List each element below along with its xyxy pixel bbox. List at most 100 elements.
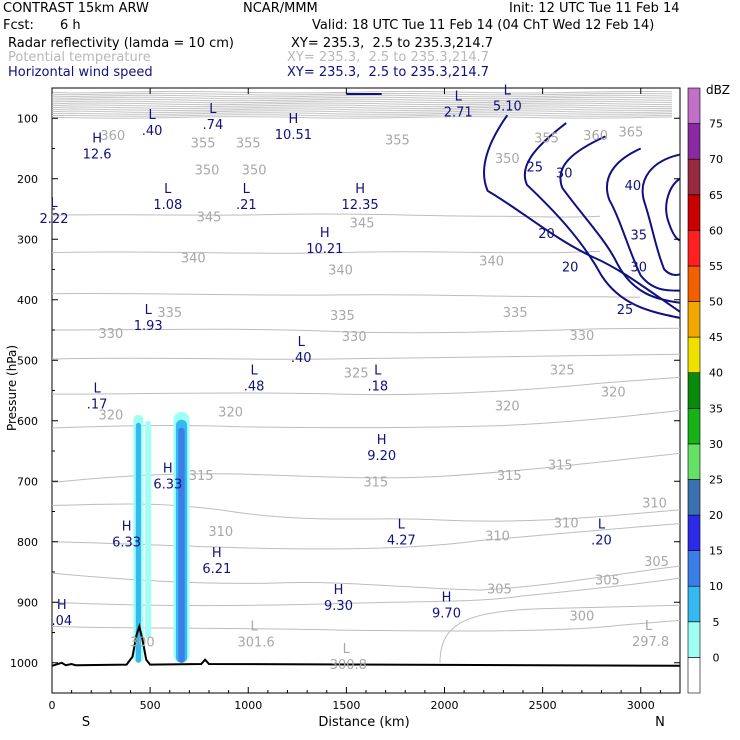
wind-extremum-value-15: .17	[87, 398, 108, 413]
theta-label-29: 315	[497, 469, 522, 484]
theta-label-5: 350	[242, 164, 267, 179]
theta-strat-contour-4	[51, 98, 673, 102]
wind-extremum-value-22: 9.30	[324, 599, 353, 614]
wind-label-0: 25	[527, 161, 544, 176]
wind-extremum-value-2: 10.51	[275, 128, 312, 143]
wind-extremum-kind-6: L	[164, 182, 172, 197]
field-reflectivity-name: Radar reflectivity (lamda = 10 cm)	[8, 36, 234, 51]
y-tick-label-8: 900	[17, 596, 38, 609]
wind-extremum-kind-15: L	[93, 382, 101, 397]
theta-cold-pool-contour	[439, 604, 681, 663]
colorbar-swatch-7	[687, 407, 701, 445]
theta-label-34: 310	[642, 496, 667, 511]
theta-label-21: 325	[344, 366, 369, 381]
theta-label-6: 350	[495, 152, 520, 167]
colorbar-level-12: 60	[709, 224, 723, 237]
colorbar-swatch-14	[687, 158, 701, 196]
wind-extremum-value-0: .40	[142, 124, 163, 139]
x-tick-label-1: 500	[140, 699, 161, 712]
theta-label-12: 340	[181, 251, 206, 266]
field-theta-xy: XY= 235.3, 2.5 to 235.3,214.7	[287, 50, 490, 65]
wind-extremum-value-13: .48	[244, 379, 265, 394]
wind-extremum-value-17: 6.33	[153, 478, 182, 493]
theta-contour-4	[51, 353, 681, 360]
contour-labels: 360 355 355 355 350 350 350 355 360 365 345 345 340 3…	[40, 83, 670, 673]
wind-contour-3	[605, 147, 681, 292]
wind-extremum-value-4: 5.10	[493, 99, 522, 114]
wind-label-2: 40	[625, 179, 642, 194]
theta-label-4: 350	[195, 164, 220, 179]
colorbar-level-6: 30	[709, 438, 723, 451]
theta-strat-contour-6	[51, 102, 673, 106]
wind-extremum-kind-19: L	[398, 518, 406, 533]
theta-label-17: 335	[503, 306, 528, 321]
theta-strat-contour-12	[51, 114, 673, 117]
wind-extremum-kind-12: L	[298, 335, 306, 350]
theta-label-2: 355	[236, 136, 261, 151]
theta-strat-contour-9	[51, 108, 673, 112]
wind-label-1: 30	[556, 167, 573, 182]
x-tick-label-6: 3000	[627, 699, 655, 712]
theta-label-38: 300	[569, 610, 594, 625]
theta-contour-5	[51, 376, 681, 396]
wind-extremum-value-24: .04	[51, 614, 72, 629]
theta-label-37: 305	[644, 555, 669, 570]
x-tick-label-5: 2500	[529, 699, 557, 712]
wind-extremum-kind-14: L	[374, 363, 382, 378]
wind-extremum-kind-16: H	[377, 433, 387, 448]
theta-label-27: 315	[189, 469, 214, 484]
theta-strat-contour-13	[51, 116, 673, 119]
theta-contour-7	[51, 452, 681, 483]
init-time: Init: 12 UTC Tue 11 Feb 14	[509, 1, 680, 16]
wind-label-6: 30	[631, 261, 648, 276]
colorbar-unit: dBZ	[706, 83, 730, 97]
colorbar-swatch-1	[687, 621, 701, 658]
colorbar-swatch-8	[687, 372, 701, 409]
theta-strat-contour-11	[51, 112, 673, 115]
theta-label-31: 310	[208, 525, 233, 540]
theta-label-39: 300	[130, 636, 155, 651]
echo-column-1-layer-0	[145, 420, 152, 639]
axes: 0 500 1000 1500 2000 2500 3000 100 200 300 400 500 6…	[10, 88, 680, 712]
theta-label-25: 320	[218, 406, 243, 421]
theta-extremum-kind-2: L	[645, 619, 653, 634]
fcst-value: 6 h	[60, 18, 81, 33]
colorbar-swatch-16	[687, 87, 701, 124]
colorbar-swatch-6	[687, 443, 701, 480]
wind-extremum-kind-10: H	[320, 226, 330, 241]
wind-extremum-kind-22: H	[334, 583, 344, 598]
wind-extremum-value-19: 4.27	[387, 534, 416, 549]
wind-speed-contours	[346, 93, 681, 319]
field-wind-name: Horizontal wind speed	[8, 65, 153, 80]
theta-label-14: 340	[479, 254, 504, 269]
wind-extremum-kind-3: L	[455, 89, 463, 104]
wind-extremum-value-5: 12.6	[83, 148, 112, 163]
colorbar-swatch-9	[687, 336, 701, 374]
theta-label-11: 345	[350, 216, 375, 231]
wind-extremum-kind-13: L	[250, 363, 258, 378]
wind-extremum-value-11: 1.93	[134, 319, 163, 334]
colorbar-level-5: 25	[709, 474, 723, 487]
wind-label-3: 20	[538, 227, 555, 242]
theta-strat-contour-7	[51, 104, 673, 108]
model-title: CONTRAST 15km ARW	[3, 1, 149, 16]
y-tick-label-1: 200	[17, 173, 38, 186]
theta-strat-contour-8	[51, 106, 673, 110]
theta-label-35: 305	[487, 582, 512, 597]
echo-column-2-layer-2	[178, 427, 185, 663]
theta-extremum-value-1: 300.8	[330, 658, 367, 673]
colorbar-level-8: 40	[709, 367, 723, 380]
wind-extremum-kind-24: H	[57, 598, 67, 613]
x-tick-label-2: 1000	[234, 699, 262, 712]
colorbar-level-2: 10	[709, 580, 723, 593]
wind-extremum-kind-9: L	[50, 196, 58, 211]
theta-contour-3	[51, 327, 681, 334]
wind-contour-2	[559, 135, 681, 304]
theta-label-16: 335	[330, 309, 355, 324]
colorbar-level-4: 20	[709, 509, 723, 522]
wind-extremum-value-1: .74	[203, 118, 224, 133]
wind-extremum-kind-20: L	[598, 518, 606, 533]
wind-contour-5	[665, 177, 681, 242]
theta-strat-contour-5	[51, 100, 673, 104]
reflectivity-shading	[133, 411, 190, 663]
